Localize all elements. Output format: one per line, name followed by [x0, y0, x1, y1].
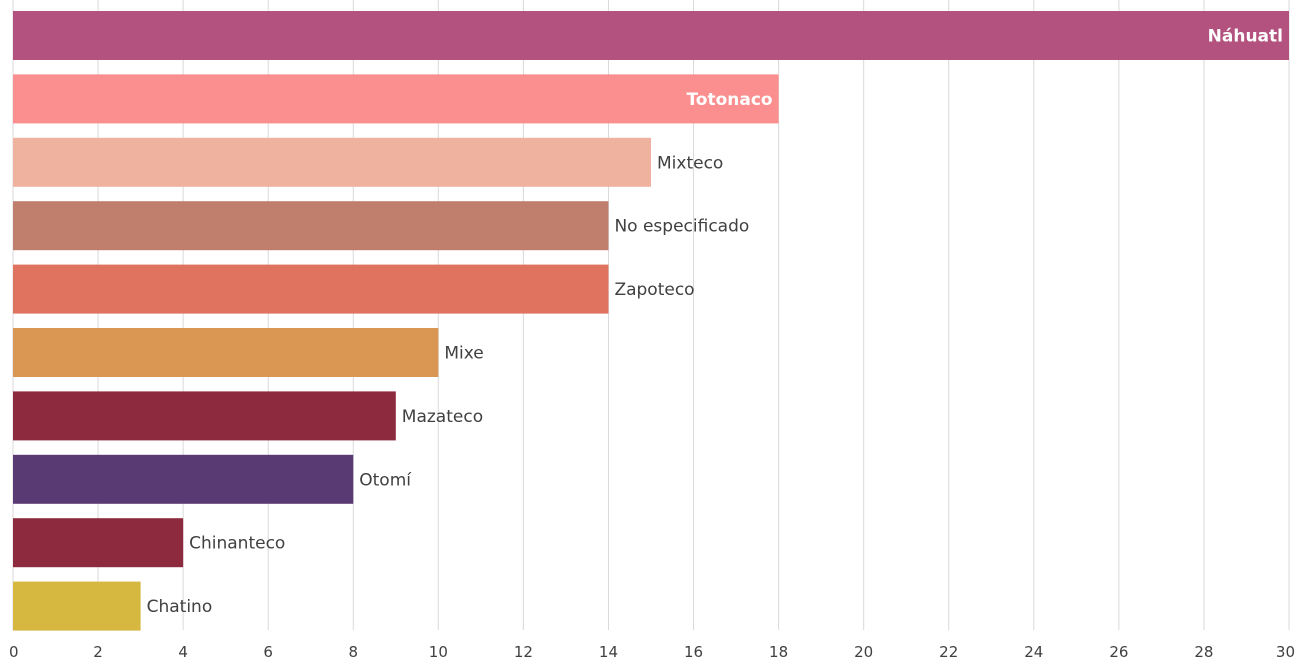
x-tick-label: 14	[599, 643, 618, 661]
x-tick-label: 18	[769, 643, 788, 661]
bar-category-label: Mixe	[444, 344, 483, 364]
x-tick-label: 4	[178, 643, 188, 661]
bar-category-label: Otomí	[359, 470, 412, 490]
bar	[13, 391, 396, 441]
x-tick-label: 8	[348, 643, 358, 661]
bar-category-label: Chatino	[147, 597, 213, 617]
bar-category-label: Náhuatl	[1208, 27, 1283, 47]
bar-category-label: Chinanteco	[189, 534, 285, 554]
bar-labels: Náhuatl Totonaco Mixteco No especificado Zap…	[147, 27, 1283, 618]
x-tick-label: 28	[1194, 643, 1213, 661]
bar	[13, 581, 141, 631]
bar-category-label: Mixteco	[657, 153, 723, 173]
x-tick-label: 6	[263, 643, 273, 661]
bar	[13, 518, 184, 568]
x-tick-label: 12	[514, 643, 533, 661]
bar-category-label: Zapoteco	[614, 280, 694, 300]
bar-category-label: Mazateco	[402, 407, 483, 427]
bar-category-label: Totonaco	[686, 90, 772, 110]
bars	[13, 11, 1289, 631]
x-tick-label: 20	[854, 643, 873, 661]
x-tick-label: 24	[1024, 643, 1043, 661]
x-tick-label: 0	[9, 643, 19, 661]
bar-category-label: No especificado	[614, 217, 749, 237]
bar	[13, 201, 609, 251]
bar	[13, 454, 354, 504]
bar	[13, 11, 1289, 60]
x-axis-ticks: 0 2 4 6 8 10 12 14 16 18 20 22 24 26 28 30	[9, 643, 1295, 661]
x-tick-label: 30	[1276, 643, 1295, 661]
x-tick-label: 2	[93, 643, 103, 661]
x-tick-label: 22	[939, 643, 958, 661]
bar	[13, 264, 609, 314]
bar	[13, 328, 439, 377]
x-tick-label: 26	[1109, 643, 1128, 661]
bar	[13, 137, 651, 187]
x-tick-label: 10	[429, 643, 448, 661]
x-tick-label: 16	[684, 643, 703, 661]
bar	[13, 74, 779, 124]
